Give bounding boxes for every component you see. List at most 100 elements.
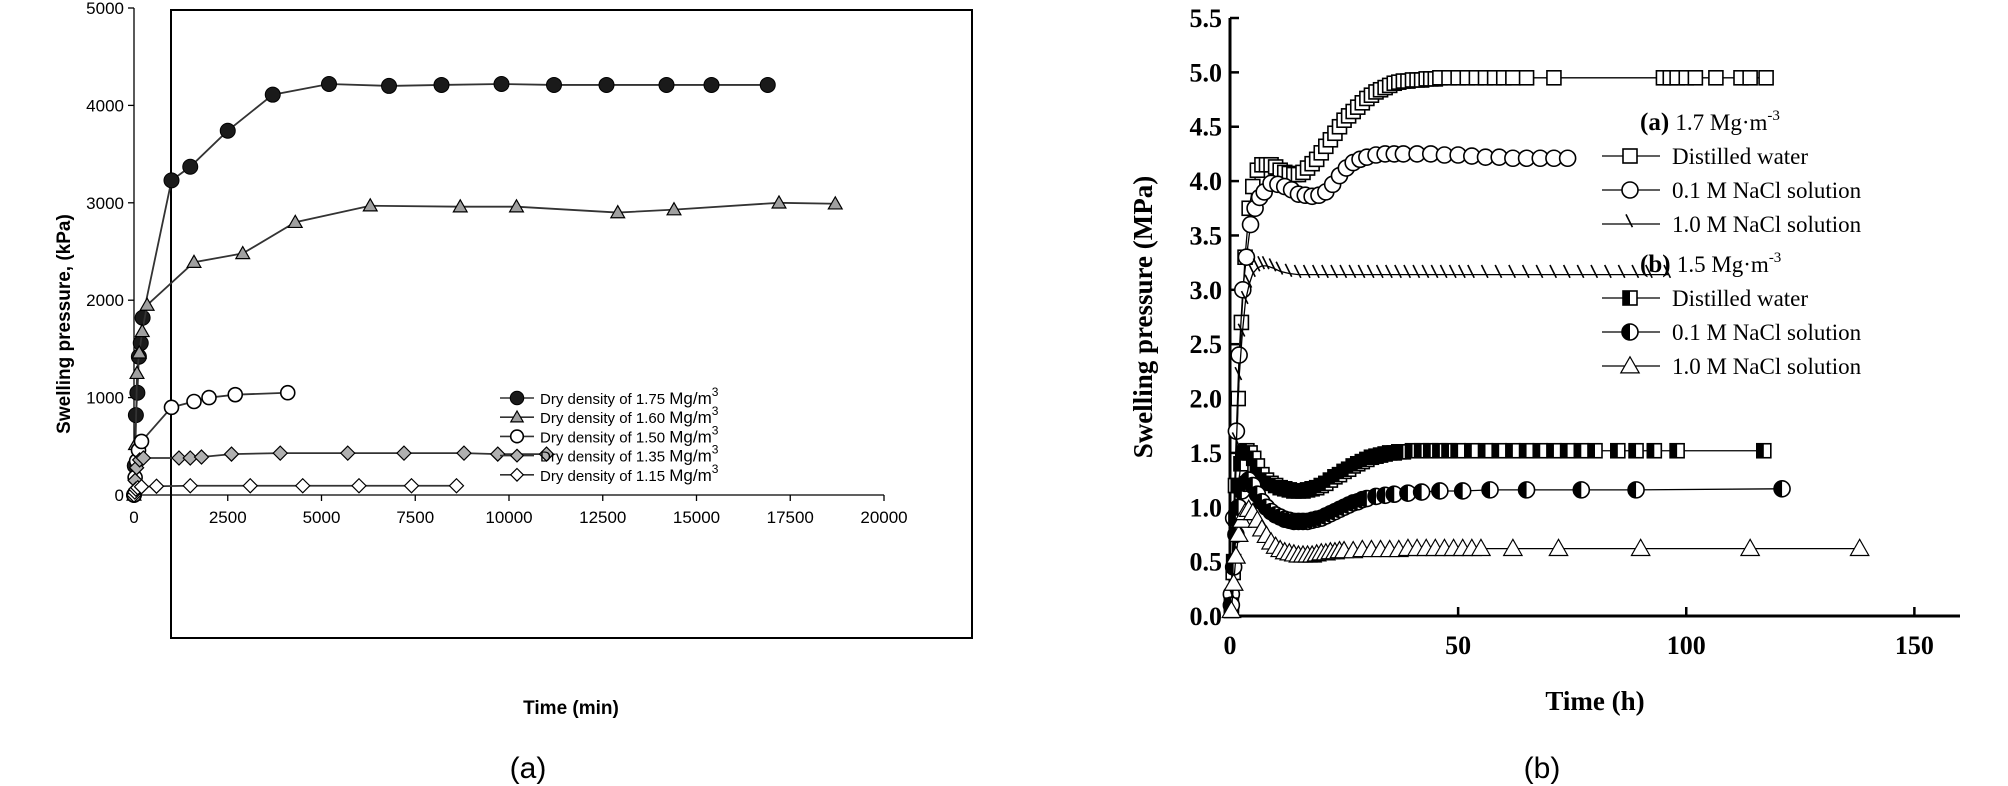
data-point	[1708, 70, 1724, 86]
data-point	[182, 477, 199, 494]
legend-marker	[509, 390, 525, 406]
data-point	[1321, 264, 1329, 279]
data-point	[186, 254, 202, 268]
data-point	[1558, 149, 1577, 168]
data-point	[1234, 366, 1243, 381]
panel-a-legend-entry: Dry density of 1.60 Mg/m3	[500, 404, 719, 427]
panel-b-series-6	[1221, 499, 1870, 619]
data-point	[129, 365, 145, 380]
data-point	[219, 122, 236, 139]
data-point	[1603, 264, 1612, 279]
panel-a-legend-entry: Dry density of 1.50 Mg/m3	[500, 423, 719, 446]
data-point	[1240, 290, 1249, 305]
panel-b-chart: 0.0 0.5 1.0 1.5 2.0 2.5 3.0 3.5 4.0 4.5 5.0 5.5 0 50…	[1128, 4, 1960, 785]
legend-label: Dry density of 1.15 Mg/m3	[540, 462, 719, 485]
panel-b-series-3	[1226, 255, 1672, 598]
data-point	[1431, 482, 1449, 500]
legend-marker	[1622, 290, 1638, 306]
panel-b-y-axis-label: Swelling pressure (MPa)	[1128, 176, 1158, 459]
data-point	[771, 194, 787, 209]
data-point	[1849, 538, 1870, 557]
legend-marker	[509, 448, 525, 463]
panel-b-x-tick-label: 100	[1667, 631, 1706, 660]
data-point	[493, 75, 510, 92]
data-point	[1311, 264, 1320, 279]
data-point	[1645, 264, 1653, 279]
panel-a-label: (a)	[510, 752, 547, 785]
data-point	[1572, 481, 1591, 499]
data-point	[1535, 264, 1544, 279]
data-point	[1549, 264, 1558, 279]
data-point	[294, 477, 311, 494]
panel-b-series-2	[1222, 145, 1577, 604]
panel-a-y-tick-label: 5000	[86, 0, 124, 18]
data-point	[1646, 442, 1663, 459]
panel-a-x-tick-label: 2500	[209, 508, 247, 527]
legend-label: 0.1 M NaCl solution	[1672, 320, 1862, 345]
data-point	[609, 204, 626, 219]
panel-b-legend-entry: 0.1 M NaCl solution	[1602, 178, 1862, 203]
data-point	[134, 309, 151, 326]
data-point	[1617, 264, 1626, 279]
data-point	[1237, 248, 1256, 267]
data-point	[134, 323, 151, 338]
data-point	[362, 197, 379, 212]
panel-b-legend-group-title: (b) 1.5 Mg·m-3	[1640, 250, 1781, 278]
data-point	[1248, 263, 1256, 278]
legend-marker	[509, 429, 525, 444]
panel-a-legend-entry: Dry density of 1.15 Mg/m3	[500, 462, 719, 485]
data-point	[1628, 442, 1644, 459]
data-point	[448, 477, 465, 494]
panel-a-legend-entry: Dry density of 1.35 Mg/m3	[500, 443, 719, 466]
panel-b-legend: (a) 1.7 Mg·m-3 Distilled water 0.1 M NaCl …	[1602, 108, 1862, 379]
data-point	[1742, 70, 1758, 86]
data-point	[1687, 70, 1704, 86]
panel-a-y-tick-label: 4000	[86, 96, 124, 115]
data-point	[1450, 442, 1466, 459]
data-point	[279, 384, 296, 401]
panel-b-series-5	[1222, 471, 1791, 614]
data-point	[182, 450, 199, 466]
data-point	[1357, 264, 1366, 279]
data-point	[133, 478, 150, 495]
panel-a-x-tick-label: 0	[129, 508, 138, 527]
data-point	[148, 478, 165, 495]
data-point	[1252, 258, 1261, 272]
panel-a-series-5	[126, 477, 465, 503]
data-point	[1221, 600, 1242, 619]
legend-label: Distilled water	[1672, 144, 1808, 169]
panel-b-y-tick-label: 2.0	[1190, 385, 1223, 414]
data-point	[351, 477, 367, 494]
data-point	[1477, 442, 1494, 459]
legend-label: Dry density of 1.50 Mg/m3	[540, 423, 719, 446]
panel-a-series-line	[133, 201, 836, 496]
panel-b-y-tick-label: 1.0	[1190, 493, 1223, 522]
data-point	[452, 198, 469, 213]
panel-b-series-line	[1230, 265, 1668, 595]
legend-label: 1.0 M NaCl solution	[1672, 212, 1862, 237]
panel-a-y-ticks: 0 1000 2000 3000 4000 5000	[86, 0, 135, 505]
data-point	[1244, 274, 1253, 288]
data-point	[1491, 442, 1507, 459]
data-point	[1756, 442, 1772, 459]
data-point	[1412, 264, 1421, 279]
data-point	[1518, 442, 1535, 459]
data-point	[1237, 323, 1246, 337]
data-point	[264, 86, 281, 103]
data-point	[1739, 538, 1761, 557]
data-point	[1546, 70, 1562, 86]
panel-b-y-tick-label: 0.5	[1190, 548, 1223, 577]
data-point	[1257, 255, 1266, 270]
data-point	[1453, 482, 1472, 500]
data-point	[133, 433, 150, 450]
data-point	[171, 450, 187, 466]
data-point	[234, 245, 251, 260]
panel-b-y-tick-label: 4.5	[1190, 113, 1223, 142]
data-point	[1268, 258, 1277, 272]
data-point	[1223, 572, 1244, 591]
data-point	[1225, 545, 1247, 564]
data-point	[1576, 264, 1585, 279]
data-point	[186, 393, 202, 410]
